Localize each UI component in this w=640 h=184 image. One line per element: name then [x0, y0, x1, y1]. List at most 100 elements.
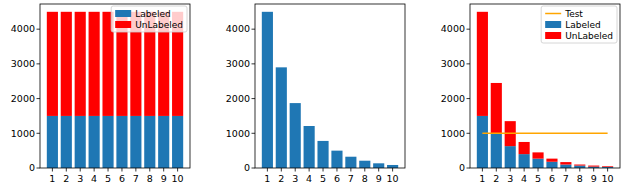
frame [470, 4, 620, 168]
y-tick [467, 98, 471, 99]
bar [61, 116, 72, 168]
bar [477, 116, 488, 168]
x-tick [52, 168, 53, 172]
legend-swatch [115, 21, 131, 28]
legend-label: Test [564, 9, 583, 19]
x-tick-label: 5 [535, 173, 541, 184]
x-tick [364, 168, 365, 172]
x-tick-label: 8 [577, 173, 583, 184]
bar [373, 163, 384, 168]
y-tick [467, 63, 471, 64]
bar [89, 12, 100, 116]
x-tick [149, 168, 150, 172]
bar [387, 165, 398, 168]
y-tick [252, 63, 256, 64]
y-tick [467, 133, 471, 134]
bar [47, 116, 58, 168]
x-tick-label: 9 [591, 173, 597, 184]
figure: 0100020003000400012345678910LabeledUnLab… [0, 0, 640, 184]
x-tick [281, 168, 282, 172]
y-tick-label: 1000 [441, 128, 465, 139]
y-tick [252, 98, 256, 99]
x-tick [177, 168, 178, 172]
y-tick-label: 4000 [11, 23, 35, 34]
y-tick [37, 63, 41, 64]
legend-swatch [115, 10, 131, 17]
line [482, 133, 607, 135]
x-tick [163, 168, 164, 172]
x-tick-label: 10 [387, 173, 399, 184]
x-tick [135, 168, 136, 172]
x-tick [309, 168, 310, 172]
x-tick [510, 168, 511, 172]
legend-label: Labeled [135, 9, 171, 19]
y-tick-label: 2000 [226, 93, 250, 104]
legend-box [541, 6, 617, 43]
legend-swatch [545, 32, 561, 39]
y-tick [37, 98, 41, 99]
x-tick-label: 2 [278, 173, 284, 184]
bar [304, 126, 315, 168]
bar [102, 116, 113, 168]
y-tick [252, 29, 256, 30]
subplot: 0100020003000400012345678910TestLabeledU… [441, 4, 620, 184]
bar [317, 141, 328, 168]
x-tick-label: 1 [264, 173, 270, 184]
x-tick-label: 1 [479, 173, 485, 184]
marks [47, 12, 183, 168]
bar [276, 67, 287, 168]
bar [172, 116, 183, 168]
x-tick-label: 5 [105, 173, 111, 184]
x-tick-label: 3 [77, 173, 83, 184]
bar [75, 116, 86, 168]
y-tick-label: 3000 [226, 58, 250, 69]
bar [158, 116, 169, 168]
x-tick [496, 168, 497, 172]
x-tick-label: 4 [521, 173, 527, 184]
bar [61, 12, 72, 116]
x-tick-label: 8 [147, 173, 153, 184]
y-tick [467, 29, 471, 30]
x-tick [336, 168, 337, 172]
x-tick-label: 4 [91, 173, 97, 184]
x-tick [108, 168, 109, 172]
bar [144, 116, 155, 168]
y-tick-label: 4000 [226, 23, 250, 34]
frame [40, 4, 190, 168]
y-tick-label: 2000 [11, 93, 35, 104]
x-tick-label: 7 [563, 173, 569, 184]
y-tick [37, 168, 41, 169]
x-tick-label: 6 [119, 173, 125, 184]
bar [477, 12, 488, 116]
legend-swatch [545, 21, 561, 28]
x-tick-label: 5 [320, 173, 326, 184]
legend-box [111, 6, 187, 32]
x-tick-label: 9 [161, 173, 167, 184]
subplot: 0100020003000400012345678910LabeledUnLab… [11, 4, 190, 184]
y-tick [467, 168, 471, 169]
x-tick-label: 7 [133, 173, 139, 184]
bar [560, 162, 571, 164]
x-tick-label: 6 [549, 173, 555, 184]
bar [491, 83, 502, 133]
bar [345, 157, 356, 168]
legend-label: Labeled [565, 20, 601, 30]
bar [519, 154, 530, 168]
y-tick-label: 2000 [441, 93, 465, 104]
x-tick-label: 3 [292, 173, 298, 184]
legend: TestLabeledUnLabeled [541, 6, 617, 43]
y-tick-label: 3000 [441, 58, 465, 69]
x-tick [551, 168, 552, 172]
x-tick-label: 2 [63, 173, 69, 184]
bar [519, 142, 530, 154]
y-tick-label: 0 [244, 162, 250, 173]
y-tick [37, 133, 41, 134]
y-tick-label: 1000 [226, 128, 250, 139]
bar [532, 159, 543, 168]
x-tick [482, 168, 483, 172]
x-tick [378, 168, 379, 172]
x-tick [392, 168, 393, 172]
y-tick-label: 4000 [441, 23, 465, 34]
x-tick-label: 3 [507, 173, 513, 184]
frame [255, 4, 405, 168]
